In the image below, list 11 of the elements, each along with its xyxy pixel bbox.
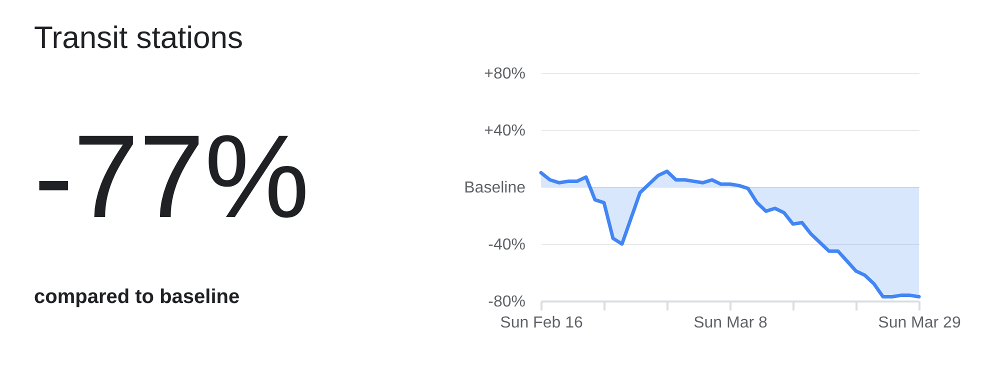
x-tick-label: Sun Feb 16: [500, 314, 583, 332]
x-tick-label: Sun Mar 8: [694, 314, 768, 332]
y-tick-label: +40%: [484, 122, 526, 140]
y-tick-label: -80%: [488, 294, 526, 310]
text: -77%: [34, 111, 310, 243]
x-tick-label: Sun Mar 29: [878, 314, 961, 332]
text: compared to baseline: [34, 286, 240, 309]
y-tick-label: +80%: [484, 66, 526, 82]
y-tick-label: Baseline: [464, 180, 526, 196]
y-tick-label: -40%: [488, 236, 526, 254]
text: Transit stations: [34, 20, 244, 56]
